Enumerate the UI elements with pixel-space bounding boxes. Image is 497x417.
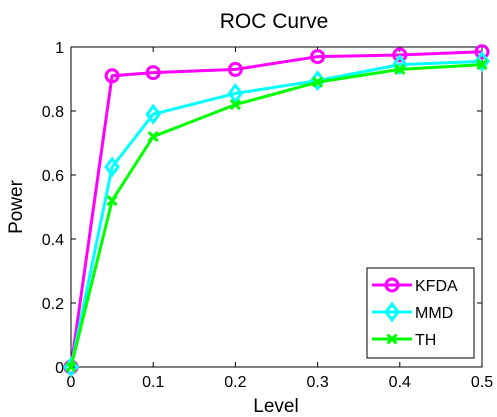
data-point-th: [65, 361, 77, 373]
x-tick-label: 0.1: [142, 374, 164, 391]
data-point-kfda: [474, 44, 490, 60]
x-tick-label: 0.3: [306, 374, 328, 391]
data-point-th: [229, 99, 241, 111]
y-axis-label: Power: [6, 179, 27, 234]
data-point-kfda: [310, 49, 326, 65]
x-tick-label: 0.4: [389, 374, 411, 391]
y-tick-label: 1: [55, 40, 64, 57]
series-line-mmd: [69, 59, 483, 368]
data-point-th: [147, 131, 159, 143]
data-point-th: [106, 195, 118, 207]
legend-label-mmd: MMD: [415, 305, 453, 322]
x-axis-label: Level: [253, 396, 298, 417]
x-tick-label: 0.2: [224, 374, 246, 391]
data-point-kfda: [104, 68, 120, 84]
x-tick-label: 0.5: [471, 374, 493, 391]
data-point-kfda: [392, 47, 408, 63]
legend-item-kfda: KFDA: [372, 277, 458, 295]
data-point-mmd: [391, 54, 408, 76]
y-tick-label: 0.6: [42, 168, 64, 185]
axis-ticks: 0 0.1 0.2 0.3 0.4 0.5 0 0.2 0.4 0.6 0.8 1: [42, 40, 493, 391]
series-th: [65, 59, 488, 373]
y-tick-label: 0.2: [42, 296, 64, 313]
legend-item-th: TH: [372, 332, 436, 349]
data-point-th: [476, 59, 488, 71]
y-tick-label: 0: [55, 360, 64, 377]
x-tick-label: 0: [67, 374, 76, 391]
legend-label-kfda: KFDA: [415, 278, 458, 295]
legend: KFDA MMD TH: [366, 267, 475, 359]
data-point-mmd: [227, 82, 244, 104]
legend-marker-mmd: [384, 301, 400, 323]
chart-title: ROC Curve: [220, 10, 329, 33]
data-point-th: [312, 76, 324, 88]
legend-label-th: TH: [415, 332, 436, 349]
series-layer: [63, 44, 490, 378]
data-point-th: [394, 63, 406, 75]
data-point-mmd: [104, 156, 120, 178]
legend-item-mmd: MMD: [372, 301, 453, 323]
data-point-mmd: [474, 50, 490, 72]
data-point-kfda: [145, 65, 161, 81]
legend-marker-kfda: [384, 277, 400, 293]
legend-marker-th: [386, 333, 398, 345]
y-tick-label: 0.4: [42, 232, 64, 249]
data-point-kfda: [227, 61, 243, 77]
data-point-mmd: [145, 103, 162, 125]
y-tick-label: 0.8: [42, 104, 64, 121]
